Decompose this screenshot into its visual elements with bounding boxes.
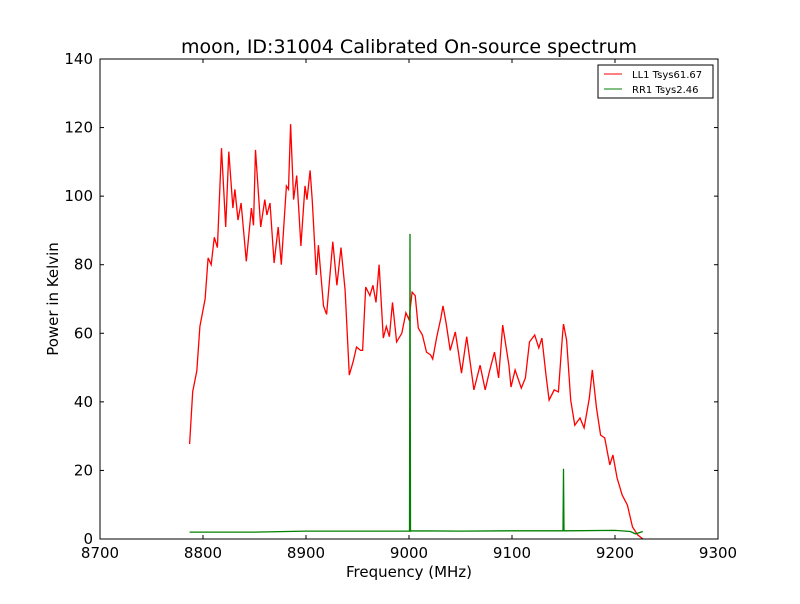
legend-label-rr1: RR1 Tsys2.46 bbox=[632, 85, 699, 96]
y-tick-label: 60 bbox=[74, 324, 93, 342]
y-tick-label: 120 bbox=[64, 119, 93, 137]
x-tick-label: 8800 bbox=[184, 544, 222, 562]
y-tick-label: 80 bbox=[74, 256, 93, 274]
x-tick-label: 8700 bbox=[81, 544, 119, 562]
series-line-0 bbox=[188, 124, 644, 540]
y-tick-label: 40 bbox=[74, 393, 93, 411]
x-tick-label: 8900 bbox=[287, 544, 325, 562]
x-tick-label: 9200 bbox=[596, 544, 634, 562]
y-axis-label: Power in Kelvin bbox=[44, 242, 62, 356]
y-tick-label: 100 bbox=[64, 187, 93, 205]
x-axis-label: Frequency (MHz) bbox=[346, 563, 472, 581]
legend: LL1 Tsys61.67 RR1 Tsys2.46 bbox=[597, 64, 714, 99]
x-tick-label: 9100 bbox=[493, 544, 531, 562]
plot-frame bbox=[99, 58, 719, 540]
legend-label-ll1: LL1 Tsys61.67 bbox=[632, 70, 702, 81]
y-tick-label: 0 bbox=[83, 530, 93, 548]
y-tick-label: 140 bbox=[64, 50, 93, 68]
chart-title: moon, ID:31004 Calibrated On-source spec… bbox=[181, 36, 637, 58]
ticks-group: 8700 8800 8900 9000 9100 9200 9300 0 20 40 60 80 100… bbox=[64, 50, 737, 562]
y-tick-label: 20 bbox=[74, 461, 93, 479]
series-group bbox=[188, 124, 644, 540]
legend-box bbox=[597, 64, 714, 99]
series-line-1 bbox=[189, 233, 644, 535]
x-tick-label: 9000 bbox=[390, 544, 428, 562]
x-tick-label: 9300 bbox=[699, 544, 737, 562]
